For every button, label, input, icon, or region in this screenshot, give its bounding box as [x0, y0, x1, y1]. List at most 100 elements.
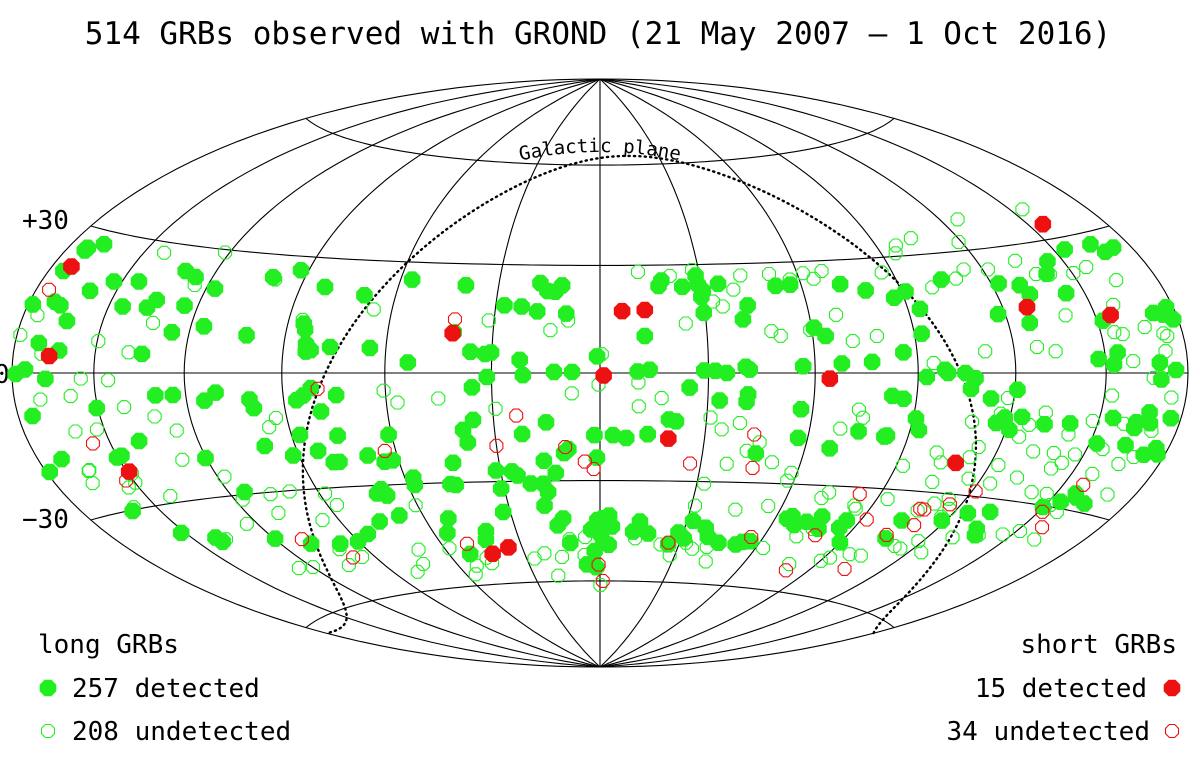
long-undetected-point [933, 455, 948, 470]
long-undetected-point [271, 505, 286, 520]
long-detected-point [294, 387, 312, 404]
long-undetected-point [1008, 253, 1023, 268]
long-undetected-point [1115, 327, 1130, 342]
long-undetected-point [914, 545, 929, 560]
long-undetected-point [128, 475, 143, 490]
long-undetected-point [991, 458, 1006, 473]
long-detected-point [376, 453, 393, 470]
short-undetected-point [661, 535, 676, 550]
long-detected-point [1088, 435, 1105, 452]
short-detected-point [120, 463, 138, 480]
long-detected-point [514, 366, 532, 384]
long-detected-point [359, 447, 376, 464]
long-undetected-point [1058, 308, 1073, 323]
long-undetected-point [726, 282, 741, 297]
long-detected-point [95, 236, 113, 253]
long-detected-point [1057, 285, 1075, 302]
long-detected-point [53, 450, 70, 468]
long-undetected-point [630, 264, 645, 279]
long-detected-point [487, 462, 505, 479]
long-undetected-point [315, 513, 330, 528]
long-undetected-point [1042, 267, 1057, 282]
long-undetected-point [1104, 388, 1119, 403]
long-undetected-point [442, 541, 457, 556]
long-undetected-point [855, 410, 870, 425]
long-detected-point [767, 277, 784, 295]
long-detected-point [88, 399, 105, 417]
long-undetected-point [82, 463, 97, 478]
short-detected-point [660, 430, 677, 447]
long-detected-point [936, 361, 954, 379]
long-detected-point [710, 534, 727, 551]
long-undetected-point [874, 265, 889, 280]
long-detected-point [821, 440, 838, 457]
long-undetected-point [934, 509, 949, 524]
long-undetected-point [822, 550, 837, 565]
long-detected-point [1009, 381, 1026, 398]
long-detected-point [457, 277, 475, 294]
long-undetected-point [888, 246, 903, 261]
long-undetected-point [888, 238, 903, 253]
long-undetected-point [117, 400, 132, 415]
long-detected-point [442, 475, 459, 493]
short-undetected-point [459, 536, 475, 551]
long-undetected-point [1158, 344, 1173, 359]
long-undetected-point [1026, 444, 1041, 459]
long-undetected-point [564, 386, 579, 401]
long-undetected-point [971, 528, 986, 543]
long-detected-point [675, 530, 693, 547]
long-undetected-point [1137, 320, 1152, 335]
long-undetected-point [828, 307, 844, 322]
long-detected-point [511, 351, 528, 369]
long-detected-point [105, 273, 123, 290]
long-detected-point [391, 507, 408, 524]
long-detected-point [79, 239, 96, 257]
long-detected-point [563, 363, 581, 381]
long-detected-point [513, 298, 530, 315]
long-undetected-point [761, 498, 776, 513]
long-detected-point [739, 297, 756, 314]
long-detected-point [264, 269, 282, 286]
long-undetected-point [983, 476, 998, 491]
long-detected-point [586, 426, 603, 444]
short-undetected-point [913, 501, 928, 516]
short-undetected-point [745, 460, 760, 475]
short-detected-point [40, 347, 58, 365]
long-detected-point [718, 364, 736, 382]
long-detected-point [331, 453, 348, 471]
long-detected-point [133, 345, 151, 363]
long-undetected-point [1010, 470, 1025, 485]
long-undetected-point [1043, 497, 1058, 512]
long-undetected-point [685, 541, 700, 556]
long-undetected-point [662, 268, 677, 283]
long-detected-point [817, 327, 834, 345]
long-detected-point [440, 510, 457, 527]
short-detected-point [595, 367, 612, 384]
long-detected-point [463, 379, 481, 396]
long-undetected-point [847, 498, 862, 513]
long-undetected-point [980, 262, 995, 277]
long-undetected-point [1029, 267, 1044, 282]
long-detected-point [58, 312, 76, 330]
short-undetected-point [942, 497, 957, 512]
long-undetected-point [332, 542, 347, 557]
long-undetected-point [806, 271, 821, 286]
long-detected-point [989, 305, 1007, 323]
long-detected-point [312, 403, 330, 420]
long-detected-point [792, 401, 810, 418]
long-detected-point [327, 386, 345, 404]
short-undetected-point [859, 512, 874, 527]
long-undetected-point [1038, 405, 1053, 420]
long-undetected-point [688, 498, 703, 513]
long-undetected-point [941, 491, 956, 506]
long-detected-point [1153, 371, 1170, 388]
short-undetected-point [907, 518, 922, 533]
long-detected-point [1036, 416, 1053, 433]
long-undetected-point [1039, 486, 1054, 501]
long-undetected-point [263, 487, 278, 502]
long-detected-point [1056, 241, 1073, 258]
long-undetected-point [628, 531, 643, 546]
long-undetected-point [971, 440, 986, 455]
long-undetected-point [577, 547, 592, 563]
short-detected-point [636, 301, 654, 319]
